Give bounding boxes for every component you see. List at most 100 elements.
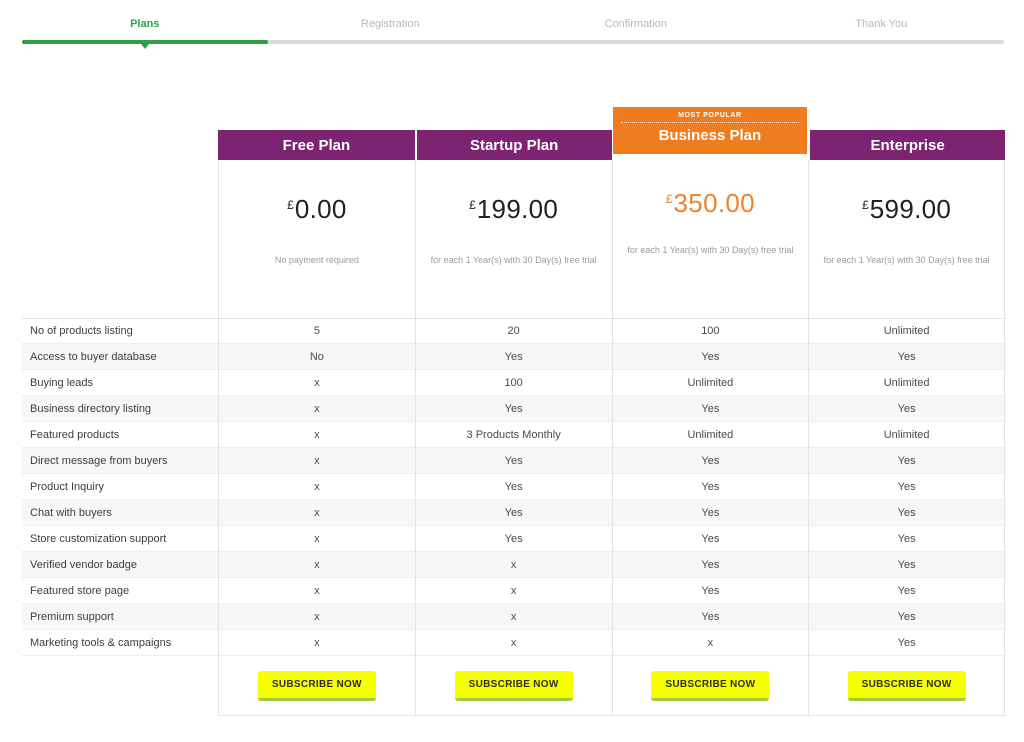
- feature-value: 20: [414, 318, 612, 344]
- subscribe-cell-2: SUBSCRIBE NOW: [611, 656, 809, 716]
- price-note: for each 1 Year(s) with 30 Day(s) free t…: [823, 255, 990, 265]
- price: £199.00: [469, 194, 558, 225]
- feature-value: x: [218, 422, 415, 448]
- feature-label: Featured products: [22, 422, 218, 448]
- feature-value: Unlimited: [808, 422, 1005, 448]
- stepper-steps: Plans Registration Confirmation Thank You: [22, 18, 1004, 30]
- feature-value: x: [218, 604, 415, 630]
- feature-value: No: [218, 344, 415, 370]
- feature-value: Yes: [808, 396, 1005, 422]
- feature-value: Yes: [611, 448, 809, 474]
- step-thank-you[interactable]: Thank You: [759, 18, 1005, 30]
- feature-value: Yes: [808, 448, 1005, 474]
- feature-value: Yes: [414, 500, 612, 526]
- feature-value: Yes: [611, 552, 809, 578]
- feature-label: Premium support: [22, 604, 218, 630]
- feature-value: Yes: [611, 344, 809, 370]
- plan-header-2: MOST POPULAR Business Plan: [611, 107, 809, 160]
- feature-value: Yes: [808, 630, 1005, 656]
- feature-value: x: [611, 630, 809, 656]
- feature-value: Yes: [414, 448, 612, 474]
- price-note: for each 1 Year(s) with 30 Day(s) free t…: [430, 255, 597, 265]
- currency-symbol: £: [469, 198, 476, 212]
- step-registration[interactable]: Registration: [268, 18, 514, 30]
- price-cell-3: £599.00 for each 1 Year(s) with 30 Day(s)…: [808, 160, 1005, 318]
- feature-value: x: [218, 474, 415, 500]
- feature-value: Yes: [414, 396, 612, 422]
- price-amount: 350.00: [673, 188, 755, 218]
- subscribe-cell-0: SUBSCRIBE NOW: [218, 656, 415, 716]
- stepper-progress-track: [22, 40, 1004, 49]
- feature-value: Yes: [414, 526, 612, 552]
- step-label: Registration: [360, 18, 420, 30]
- feature-value: Yes: [611, 500, 809, 526]
- price-amount: 0.00: [294, 194, 347, 224]
- price-amount: 199.00: [476, 194, 559, 224]
- feature-value: Yes: [808, 500, 1005, 526]
- price-note: No payment required: [274, 255, 359, 265]
- step-confirmation[interactable]: Confirmation: [513, 18, 759, 30]
- subscribe-button[interactable]: SUBSCRIBE NOW: [651, 670, 770, 701]
- price: £599.00: [862, 194, 951, 225]
- feature-value: Yes: [808, 578, 1005, 604]
- subscribe-cell-1: SUBSCRIBE NOW: [414, 656, 612, 716]
- feature-value: Yes: [414, 344, 612, 370]
- plan-header-3: Enterprise: [808, 130, 1005, 160]
- feature-value: x: [218, 526, 415, 552]
- plan-header-0: Free Plan: [218, 130, 415, 160]
- feature-value: Unlimited: [611, 422, 809, 448]
- stepper-progress-fill: [22, 40, 268, 44]
- subscribe-button[interactable]: SUBSCRIBE NOW: [454, 670, 573, 701]
- feature-label: Marketing tools & campaigns: [22, 630, 218, 656]
- feature-label: Buying leads: [22, 370, 218, 396]
- feature-value: x: [414, 630, 612, 656]
- feature-value: x: [218, 370, 415, 396]
- feature-value: x: [218, 578, 415, 604]
- feature-value: 3 Products Monthly: [414, 422, 612, 448]
- price-cell-2: £350.00 for each 1 Year(s) with 30 Day(s)…: [611, 160, 809, 318]
- feature-label: Featured store page: [22, 578, 218, 604]
- feature-value: Yes: [611, 474, 809, 500]
- stepper-current-marker: [140, 44, 149, 49]
- feature-value: x: [414, 604, 612, 630]
- feature-value: Yes: [611, 396, 809, 422]
- plan-name: Enterprise: [870, 136, 945, 154]
- feature-label: Store customization support: [22, 526, 218, 552]
- subscribe-button[interactable]: SUBSCRIBE NOW: [257, 670, 376, 701]
- feature-value: x: [218, 552, 415, 578]
- header-spacer: [22, 130, 218, 160]
- price-spacer: [22, 160, 218, 318]
- feature-label: Business directory listing: [22, 396, 218, 422]
- feature-label: Access to buyer database: [22, 344, 218, 370]
- feature-value: Yes: [808, 526, 1005, 552]
- plan-name: Free Plan: [282, 136, 351, 154]
- feature-value: Yes: [611, 526, 809, 552]
- dotted-divider-icon: [620, 122, 800, 123]
- feature-value: Yes: [611, 578, 809, 604]
- feature-value: 5: [218, 318, 415, 344]
- most-popular-panel: MOST POPULAR Business Plan: [612, 107, 808, 154]
- step-label: Thank You: [855, 18, 908, 30]
- step-label: Plans: [130, 18, 160, 30]
- step-plans[interactable]: Plans: [22, 18, 268, 30]
- plan-header-1: Startup Plan: [414, 130, 612, 160]
- feature-label: No of products listing: [22, 318, 218, 344]
- feature-value: Yes: [808, 344, 1005, 370]
- subscribe-button[interactable]: SUBSCRIBE NOW: [847, 670, 966, 701]
- feature-value: x: [414, 578, 612, 604]
- subscribe-cell-3: SUBSCRIBE NOW: [808, 656, 1005, 716]
- price-cell-0: £0.00 No payment required: [218, 160, 415, 318]
- price-cell-1: £199.00 for each 1 Year(s) with 30 Day(s)…: [414, 160, 612, 318]
- feature-value: Yes: [808, 604, 1005, 630]
- currency-symbol: £: [665, 192, 673, 206]
- feature-value: x: [218, 396, 415, 422]
- price: £350.00: [666, 188, 755, 219]
- pricing-section: Free Plan Startup Plan MOST POPULAR Busines…: [22, 107, 1005, 716]
- feature-label: Verified vendor badge: [22, 552, 218, 578]
- feature-value: Unlimited: [808, 370, 1005, 396]
- price-amount: 599.00: [869, 194, 952, 224]
- feature-value: Unlimited: [808, 318, 1005, 344]
- step-label: Confirmation: [604, 18, 667, 30]
- feature-value: x: [218, 500, 415, 526]
- feature-label: Direct message from buyers: [22, 448, 218, 474]
